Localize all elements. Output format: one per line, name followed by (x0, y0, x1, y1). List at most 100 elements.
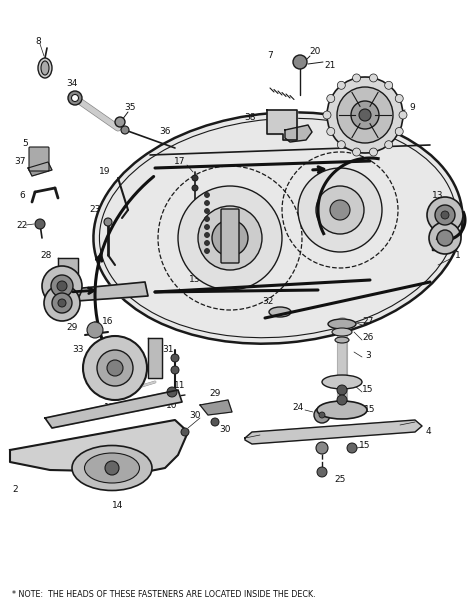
Circle shape (178, 186, 282, 290)
Text: 12: 12 (104, 404, 116, 413)
Text: 30: 30 (189, 411, 201, 419)
Circle shape (316, 442, 328, 454)
Polygon shape (45, 390, 182, 428)
Circle shape (57, 281, 67, 291)
Text: 22: 22 (17, 220, 27, 229)
Circle shape (369, 74, 377, 82)
Text: 10: 10 (166, 402, 178, 411)
Ellipse shape (38, 58, 52, 78)
Circle shape (204, 209, 210, 214)
Text: 15: 15 (362, 385, 374, 394)
Circle shape (353, 74, 361, 82)
Text: 13: 13 (189, 275, 201, 284)
Circle shape (435, 205, 455, 225)
Circle shape (121, 126, 129, 134)
Polygon shape (285, 125, 312, 142)
Circle shape (171, 354, 179, 362)
Circle shape (317, 467, 327, 477)
Circle shape (369, 148, 377, 156)
Text: 29: 29 (66, 324, 78, 333)
Circle shape (437, 230, 453, 246)
Text: 15: 15 (359, 440, 371, 450)
Ellipse shape (84, 453, 139, 483)
Text: 2: 2 (12, 485, 18, 494)
Circle shape (198, 206, 262, 270)
Ellipse shape (68, 91, 82, 105)
Text: 23: 23 (89, 206, 100, 215)
Circle shape (171, 366, 179, 374)
Circle shape (83, 336, 147, 400)
Circle shape (359, 109, 371, 121)
Polygon shape (28, 162, 52, 176)
Circle shape (204, 217, 210, 221)
Text: 1: 1 (455, 252, 461, 261)
Circle shape (104, 218, 112, 226)
Ellipse shape (41, 61, 49, 75)
Circle shape (293, 55, 307, 69)
Circle shape (337, 385, 347, 395)
Circle shape (427, 197, 463, 233)
Circle shape (429, 222, 461, 254)
Text: 13: 13 (432, 191, 444, 200)
Ellipse shape (72, 94, 79, 102)
Circle shape (314, 407, 330, 423)
Text: * NOTE:  THE HEADS OF THESE FASTENERS ARE LOCATED INSIDE THE DECK.: * NOTE: THE HEADS OF THESE FASTENERS ARE… (12, 590, 316, 599)
Ellipse shape (317, 401, 367, 419)
Text: 4: 4 (425, 428, 431, 436)
Circle shape (330, 200, 350, 220)
Text: 19: 19 (99, 168, 111, 177)
Text: 15: 15 (364, 405, 376, 414)
Circle shape (58, 299, 66, 307)
Polygon shape (62, 282, 148, 302)
Circle shape (52, 293, 72, 313)
Circle shape (42, 266, 82, 306)
Circle shape (204, 249, 210, 253)
Text: 16: 16 (59, 304, 71, 313)
Circle shape (167, 387, 177, 397)
Text: 8: 8 (35, 38, 41, 47)
Text: 14: 14 (112, 500, 124, 509)
Text: 32: 32 (262, 298, 273, 307)
FancyBboxPatch shape (29, 147, 49, 171)
Polygon shape (10, 420, 188, 472)
Ellipse shape (322, 375, 362, 389)
Text: 9: 9 (409, 103, 415, 113)
Circle shape (327, 77, 403, 153)
Polygon shape (245, 420, 422, 444)
Circle shape (44, 285, 80, 321)
Circle shape (192, 185, 198, 191)
Circle shape (327, 94, 335, 102)
Circle shape (181, 428, 189, 436)
Text: 7: 7 (267, 50, 273, 59)
Text: 16: 16 (102, 318, 114, 327)
Circle shape (204, 224, 210, 229)
Text: 25: 25 (334, 476, 346, 485)
Circle shape (337, 87, 393, 143)
Text: 20: 20 (310, 48, 321, 56)
Circle shape (35, 219, 45, 229)
Ellipse shape (93, 113, 463, 344)
Text: 11: 11 (174, 381, 186, 390)
Circle shape (204, 192, 210, 197)
Text: 24: 24 (292, 404, 304, 413)
Text: 34: 34 (66, 79, 78, 88)
Text: 26: 26 (362, 333, 374, 342)
Text: 37: 37 (14, 157, 26, 166)
Text: 36: 36 (159, 128, 171, 137)
Circle shape (319, 412, 325, 418)
Polygon shape (432, 205, 456, 250)
Text: 27: 27 (362, 318, 374, 327)
Circle shape (51, 275, 73, 297)
Circle shape (337, 395, 347, 405)
Circle shape (327, 128, 335, 136)
Text: 31: 31 (162, 345, 174, 355)
Circle shape (105, 461, 119, 475)
Circle shape (298, 168, 382, 252)
Circle shape (337, 141, 345, 149)
Circle shape (385, 81, 392, 90)
Ellipse shape (332, 328, 352, 336)
Text: 30: 30 (219, 425, 231, 434)
Circle shape (399, 111, 407, 119)
Polygon shape (267, 110, 297, 140)
Circle shape (204, 232, 210, 238)
